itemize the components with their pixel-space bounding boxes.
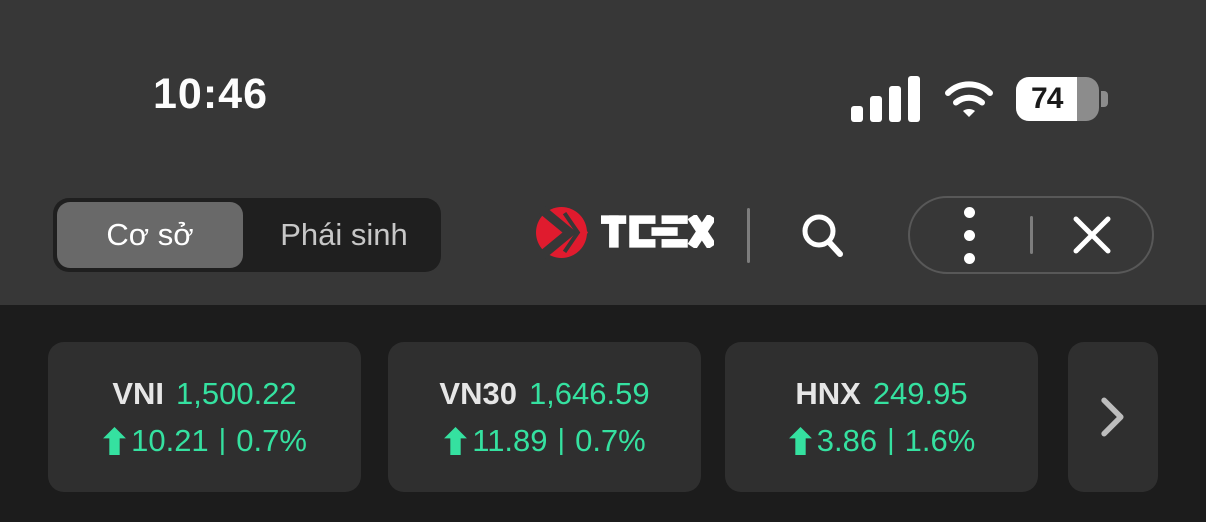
index-name: VN30 xyxy=(439,375,517,411)
index-card-vni[interactable]: VNI 1,500.22 10.21 | 0.7% xyxy=(48,342,361,492)
index-percent: 0.7% xyxy=(236,422,307,458)
market-indices-strip: VNI 1,500.22 10.21 | 0.7% VN30 1,646.59 xyxy=(0,305,1206,522)
more-options-button[interactable] xyxy=(910,198,1030,272)
chevron-right-icon xyxy=(1101,397,1124,437)
window-capsule xyxy=(908,196,1154,274)
more-indices-button[interactable] xyxy=(1068,342,1158,492)
market-segmented-control: Cơ sở Phái sinh xyxy=(53,198,441,272)
battery-icon: 74 xyxy=(1016,77,1099,121)
index-percent: 0.7% xyxy=(575,422,646,458)
battery-fill: 74 xyxy=(1016,77,1078,121)
search-icon[interactable] xyxy=(798,211,848,266)
separator: | xyxy=(887,424,895,456)
index-value: 1,646.59 xyxy=(528,375,650,411)
tab-phai-sinh[interactable]: Phái sinh xyxy=(251,202,437,268)
index-card-hnx[interactable]: HNX 249.95 3.86 | 1.6% xyxy=(725,342,1038,492)
index-change: 10.21 xyxy=(131,422,209,458)
index-name: HNX xyxy=(795,375,861,411)
index-card-vn30[interactable]: VN30 1,646.59 11.89 | 0.7% xyxy=(388,342,701,492)
logo-divider xyxy=(747,208,750,263)
separator: | xyxy=(557,424,566,456)
up-arrow-icon xyxy=(102,426,127,455)
tab-phai-sinh-label: Phái sinh xyxy=(280,217,408,252)
capsule-divider xyxy=(1029,216,1033,254)
brand-wordmark xyxy=(601,213,717,253)
cellular-signal-icon xyxy=(851,76,931,122)
index-value: 1,500.22 xyxy=(176,375,297,411)
up-arrow-icon xyxy=(443,426,468,455)
index-percent: 1.6% xyxy=(904,422,976,458)
tab-co-so[interactable]: Cơ sở xyxy=(57,202,243,268)
up-arrow-icon xyxy=(788,426,813,455)
index-value: 249.95 xyxy=(872,375,968,411)
status-time: 10:46 xyxy=(153,70,268,118)
kebab-menu-icon xyxy=(964,206,976,264)
battery-percent: 74 xyxy=(1031,82,1063,115)
tab-co-so-label: Cơ sở xyxy=(106,217,194,252)
separator: | xyxy=(218,424,227,456)
index-name: VNI xyxy=(112,375,164,411)
close-button[interactable] xyxy=(1033,198,1153,272)
battery-nub xyxy=(1101,91,1108,107)
index-change: 3.86 xyxy=(816,422,878,458)
brand-emblem-icon xyxy=(536,204,589,264)
wifi-icon xyxy=(943,76,995,127)
index-change: 11.89 xyxy=(472,422,548,458)
close-icon xyxy=(1073,216,1111,254)
